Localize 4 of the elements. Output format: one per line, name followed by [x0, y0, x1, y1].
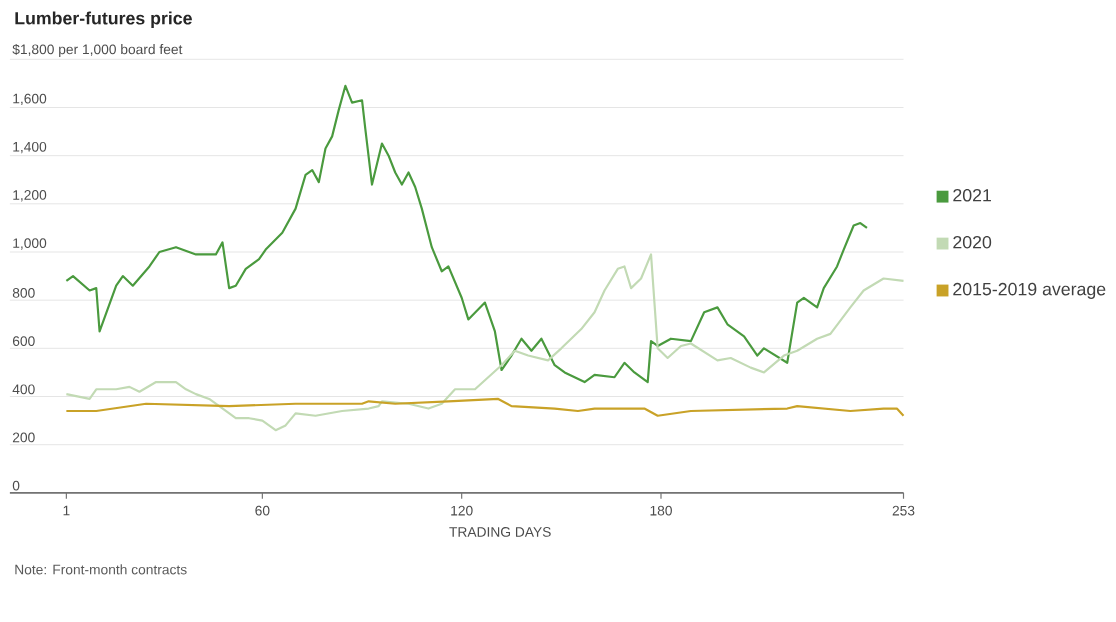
chart-title: Lumber-futures price — [15, 11, 192, 28]
legend-label: 2021 — [953, 188, 991, 202]
legend-label: 2015-2019 average — [953, 282, 1106, 299]
legend-label: 2020 — [953, 235, 992, 249]
